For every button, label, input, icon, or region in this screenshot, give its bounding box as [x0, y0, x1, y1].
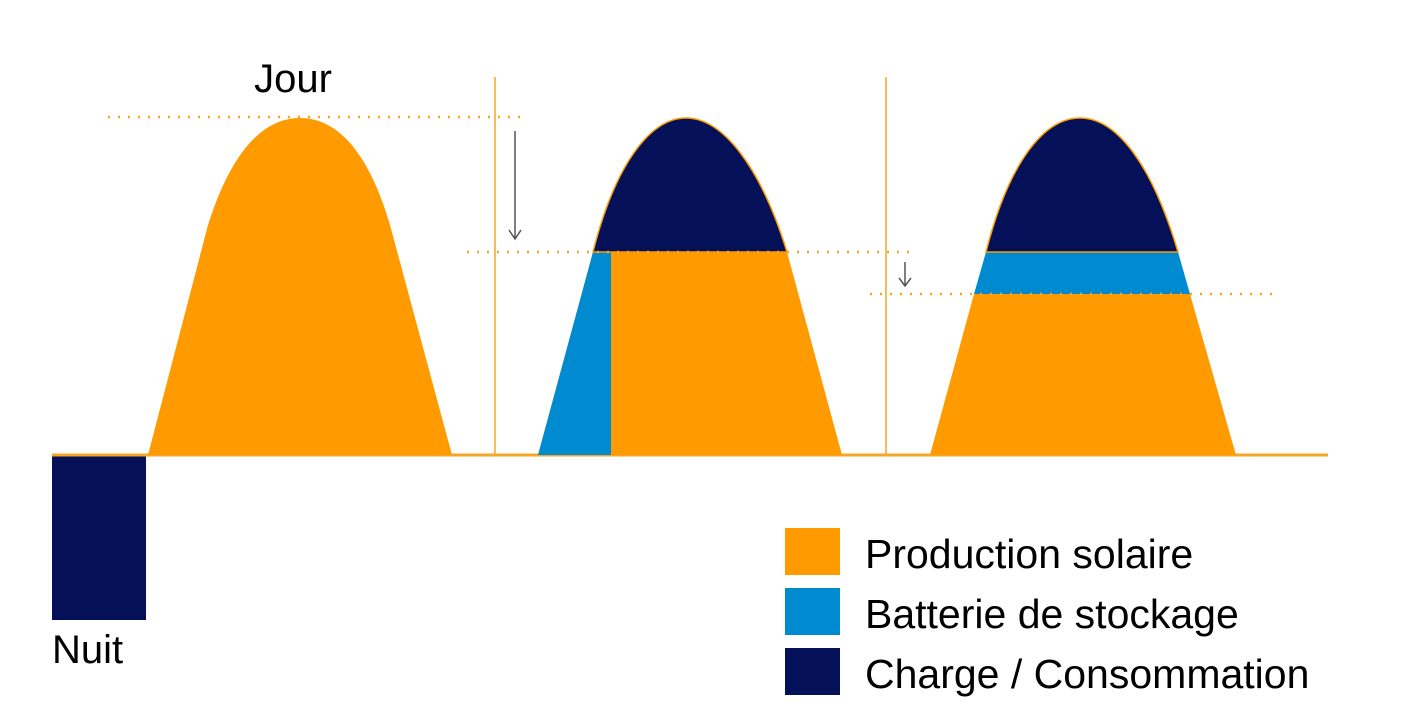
load-consumption-swatch [785, 648, 840, 695]
night-label: Nuit [52, 628, 123, 672]
down-arrow-2-icon [898, 262, 912, 288]
legend-label-load-consumption: Charge / Consommation [865, 651, 1310, 697]
solar-production-swatch [785, 528, 840, 575]
solar-production-hump-2 [538, 252, 842, 455]
night-load-block [52, 455, 146, 620]
solar-production-hump-1 [148, 118, 452, 455]
day-label: Jour [254, 57, 332, 101]
load-consumption-cap-hump-2 [592, 117, 789, 253]
down-arrow-1-icon [508, 131, 522, 241]
battery-storage-band-hump-3 [974, 252, 1190, 294]
legend-label-solar-production: Production solaire [865, 531, 1194, 577]
solar-production-hump-3 [930, 294, 1236, 455]
battery-storage-section-hump-2 [538, 252, 611, 455]
load-consumption-cap-hump-3 [985, 117, 1180, 253]
legend-label-battery-storage: Batterie de stockage [865, 591, 1239, 637]
battery-storage-swatch [785, 588, 840, 635]
